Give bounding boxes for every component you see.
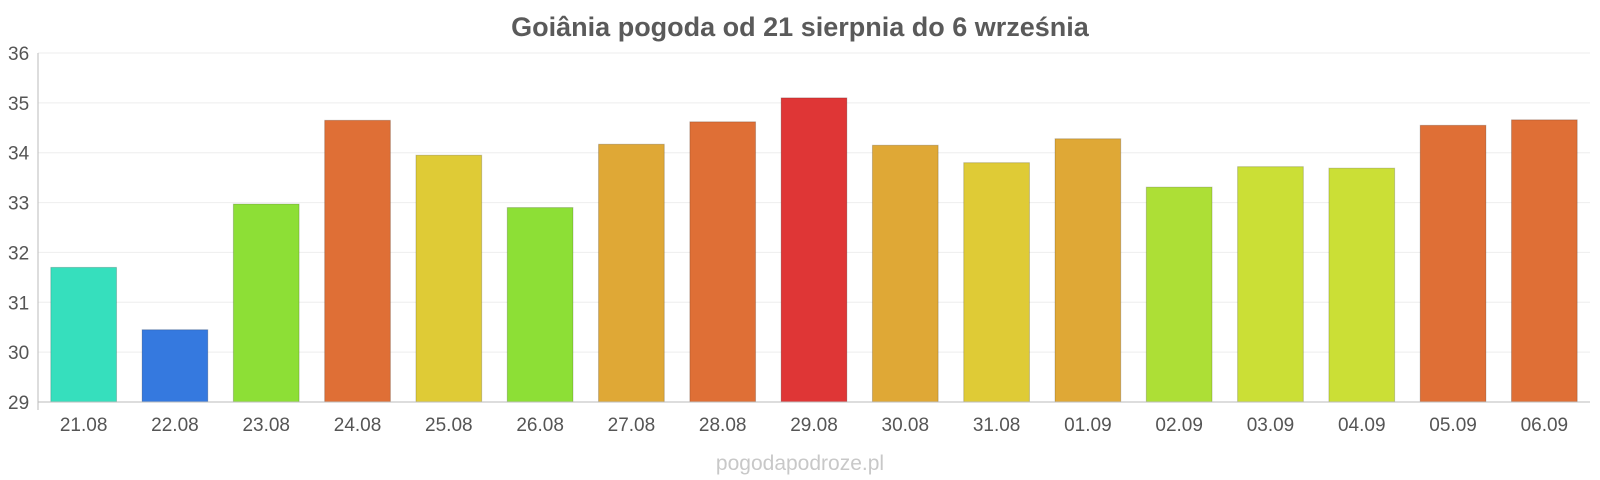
x-tick-label: 21.08 bbox=[60, 415, 108, 436]
y-tick-label: 32 bbox=[8, 243, 29, 264]
bar bbox=[963, 162, 1030, 403]
y-tick-label: 31 bbox=[8, 293, 29, 314]
bar bbox=[780, 97, 848, 403]
x-tick-label: 06.09 bbox=[1521, 415, 1569, 436]
bar bbox=[232, 203, 300, 403]
x-tick-label: 27.08 bbox=[608, 415, 656, 436]
bar bbox=[324, 119, 391, 403]
x-tick-label: 30.08 bbox=[882, 415, 930, 436]
x-tick-label: 26.08 bbox=[516, 415, 564, 436]
y-tick-label: 34 bbox=[8, 144, 30, 165]
bar bbox=[1145, 186, 1213, 403]
bar bbox=[1237, 166, 1304, 403]
footer-watermark: pogodapodroze.pl bbox=[716, 452, 884, 475]
bars bbox=[50, 97, 1578, 403]
y-tick-label: 36 bbox=[8, 44, 29, 65]
y-tick-label: 33 bbox=[8, 194, 29, 215]
y-tick-label: 35 bbox=[8, 94, 29, 115]
x-axis-ticks: 21.08 22.08 23.08 24.08 25.08 26.08 27.08 28.08… bbox=[60, 415, 1568, 436]
x-tick-label: 31.08 bbox=[973, 415, 1021, 436]
x-tick-label: 25.08 bbox=[425, 415, 473, 436]
bar bbox=[598, 143, 665, 403]
y-tick-label: 30 bbox=[8, 343, 29, 364]
bar bbox=[1328, 167, 1396, 403]
y-tick-label: 29 bbox=[8, 393, 29, 414]
bar bbox=[1054, 138, 1122, 403]
x-tick-label: 29.08 bbox=[790, 415, 838, 436]
x-tick-label: 23.08 bbox=[242, 415, 290, 436]
chart-title: Goiânia pogoda od 21 sierpnia do 6 wrześ… bbox=[511, 12, 1090, 42]
bar bbox=[871, 144, 939, 403]
bar bbox=[1419, 124, 1487, 403]
x-tick-label: 02.09 bbox=[1155, 415, 1203, 436]
x-tick-label: 24.08 bbox=[334, 415, 382, 436]
bar bbox=[689, 121, 757, 403]
bar bbox=[141, 329, 209, 403]
x-tick-label: 01.09 bbox=[1064, 415, 1112, 436]
bar bbox=[415, 154, 483, 403]
y-axis-ticks: 29 30 31 32 33 34 35 36 bbox=[8, 44, 30, 414]
x-tick-label: 05.09 bbox=[1429, 415, 1477, 436]
x-tick-label: 04.09 bbox=[1338, 415, 1386, 436]
x-tick-label: 22.08 bbox=[151, 415, 199, 436]
x-tick-label: 28.08 bbox=[699, 415, 747, 436]
x-tick-label: 03.09 bbox=[1247, 415, 1295, 436]
bar bbox=[506, 207, 574, 403]
bar bbox=[50, 266, 118, 403]
bar bbox=[1510, 119, 1578, 403]
